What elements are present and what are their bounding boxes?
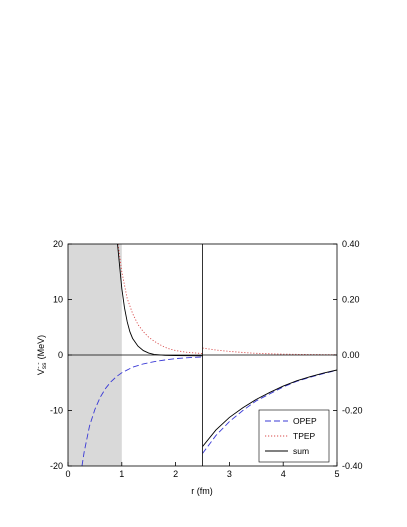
y-axis-label: Vss- - (MeV) [35,335,48,375]
y-axis-label-sup: - - [35,362,42,368]
left-y-tick-label: 10 [53,295,63,305]
ticks-layer: -20 -10 0 10 20 -0.40 -0.20 0.00 0.20 0.40 0 1 2 3 4 5 [50,239,363,479]
series-opep-right-line [202,369,337,454]
left-y-tick-label: -20 [50,461,63,471]
series-opep-left-line [81,356,203,466]
series-tpep-left-line [117,244,203,355]
y-axis-label-unit: (MeV) [36,335,46,360]
left-y-tick-label: -10 [50,406,63,416]
legend-sum-label: sum [293,446,309,456]
left-y-tick-label: 20 [53,239,63,249]
left-x-tick-label: 1 [119,469,124,479]
x-axis-label: r (fm) [191,486,213,496]
legend-opep-label: OPEP [293,416,317,426]
right-y-tick-label: -0.20 [342,406,363,416]
y-axis-label-main: V [36,369,46,375]
series-sum-left-line [117,244,203,357]
y-axis-label-sub: ss [41,362,48,369]
legend-box [258,409,330,463]
series-tpep-right-line [202,347,337,356]
right-y-tick-label: 0.40 [342,239,360,249]
right-x-tick-label: 5 [334,469,339,479]
right-y-tick-label: 0.00 [342,350,360,360]
right-y-tick-label: -0.40 [342,461,363,471]
series-sum-right-line [202,369,337,447]
left-y-tick-label: 0 [58,350,63,360]
right-x-tick-label: 3 [227,469,232,479]
legend: OPEP TPEP sum [258,409,330,463]
left-x-tick-label: 0 [65,469,70,479]
legend-tpep-label: TPEP [293,431,316,441]
right-x-tick-label: 4 [281,469,286,479]
svg-text:Vss- -(MeV): Vss- - (MeV) [35,335,48,375]
right-y-tick-label: 0.20 [342,295,360,305]
left-x-tick-label: 2 [173,469,178,479]
